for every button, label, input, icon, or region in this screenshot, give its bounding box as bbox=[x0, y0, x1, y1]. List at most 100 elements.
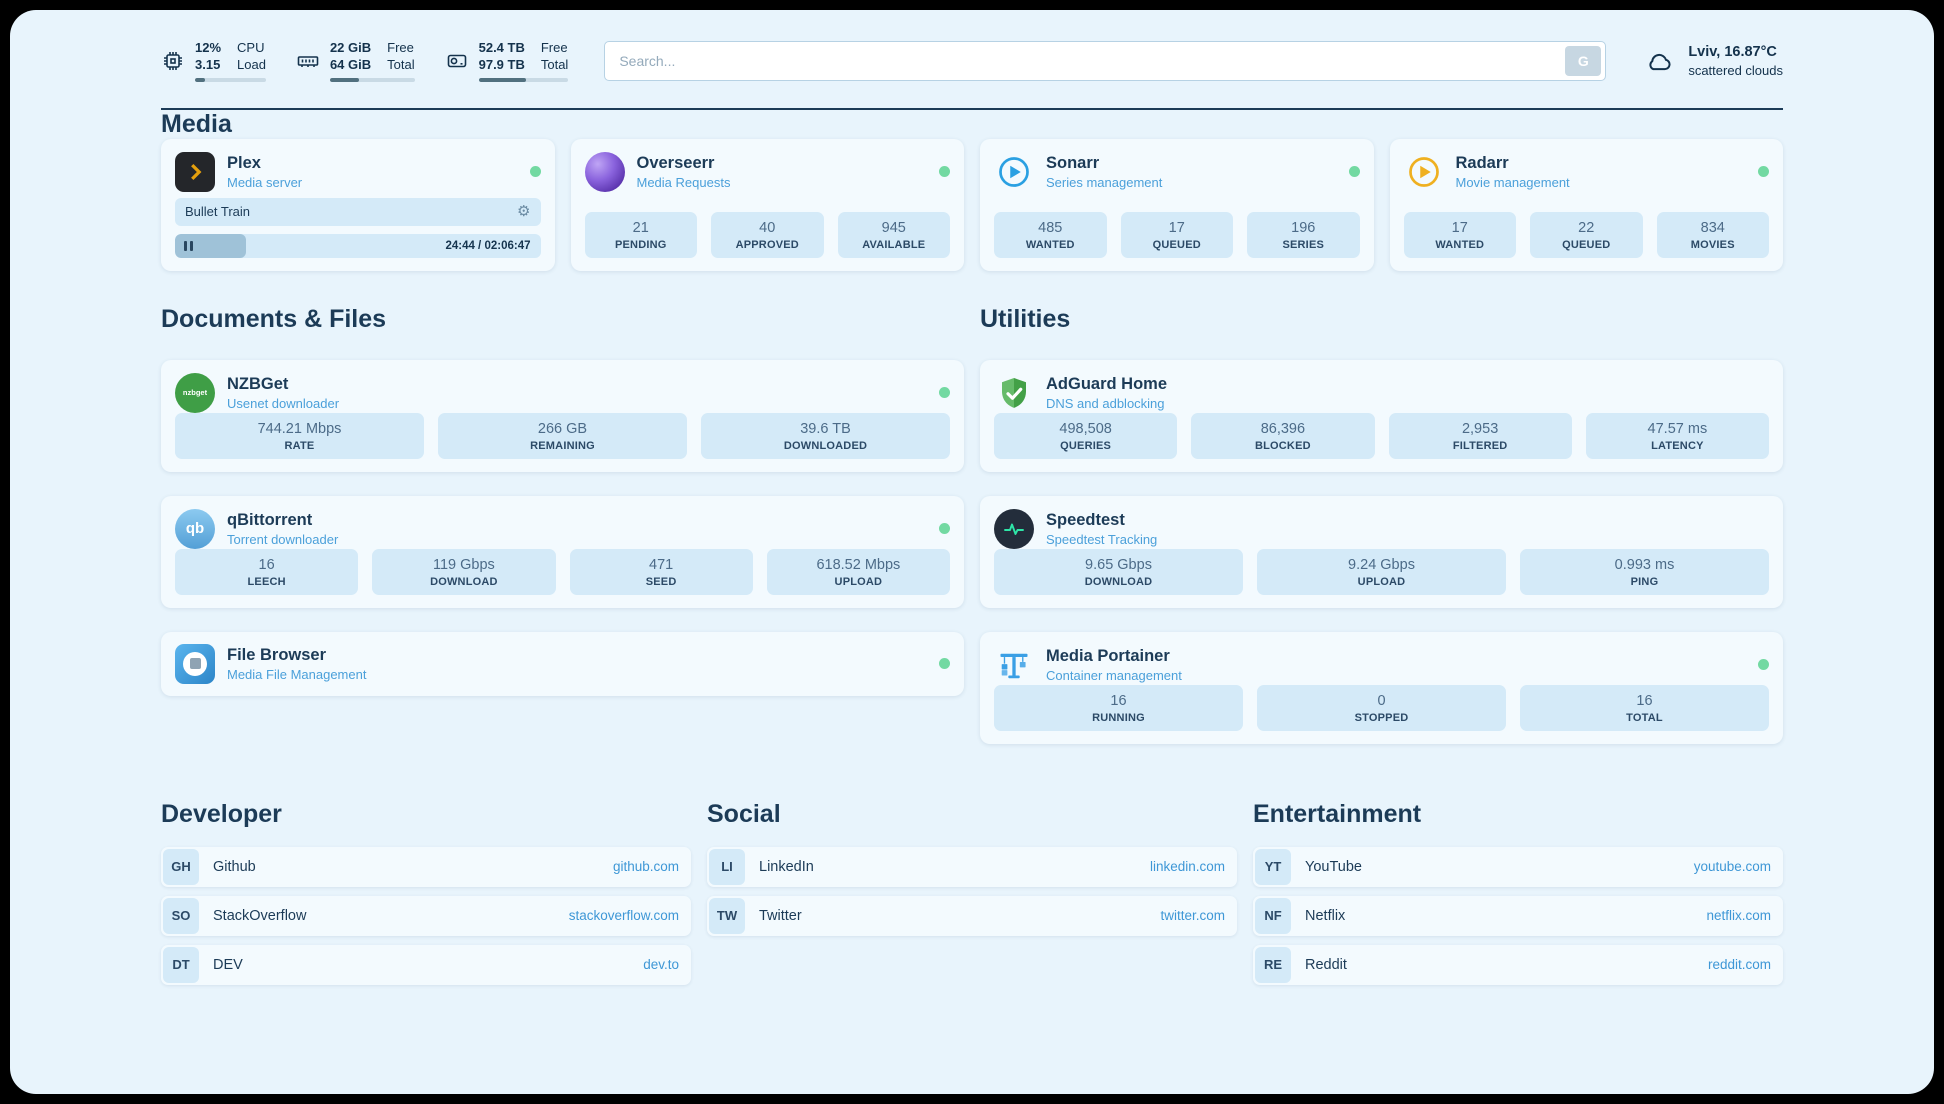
link-row-github[interactable]: GH Github github.com bbox=[161, 846, 691, 887]
stat-label: DOWNLOAD bbox=[1084, 575, 1153, 588]
app-card-radarr[interactable]: Radarr Movie management 17 WANTED 22 QUE… bbox=[1389, 138, 1783, 271]
app-name: Media Portainer bbox=[1046, 646, 1170, 665]
stat-tile: 0.993 ms PING bbox=[1520, 548, 1769, 595]
stat-label: DOWNLOAD bbox=[430, 575, 498, 588]
storage-free-label: Free bbox=[540, 40, 568, 55]
app-name: File Browser bbox=[227, 645, 327, 664]
app-card-nzbget[interactable]: nzbget NZBGet Usenet downloader 744.21 M… bbox=[161, 359, 964, 472]
link-url: dev.to bbox=[643, 957, 679, 972]
dashboard-page: 12% CPU 3.15 Load 22 bbox=[10, 10, 1934, 1094]
weather-widget: Lviv, 16.87°C scattered clouds bbox=[1640, 42, 1783, 80]
stat-label: QUEUED bbox=[1152, 238, 1201, 251]
app-name: Sonarr bbox=[1046, 153, 1100, 172]
status-dot bbox=[1758, 659, 1769, 670]
app-card-sonarr[interactable]: Sonarr Series management 485 WANTED 17 Q… bbox=[980, 138, 1374, 271]
stat-label: BLOCKED bbox=[1254, 439, 1311, 452]
app-card-portainer[interactable]: Media Portainer Container management 16 … bbox=[980, 631, 1783, 744]
app-card-speedtest[interactable]: Speedtest Speedtest Tracking 9.65 Gbps D… bbox=[980, 495, 1783, 608]
gear-icon[interactable]: ⚙ bbox=[517, 202, 531, 220]
link-label: Twitter bbox=[759, 907, 802, 924]
now-playing-row: Bullet Train ⚙ bbox=[175, 197, 541, 226]
app-card-plex[interactable]: Plex Media server Bullet Train ⚙ 24:44 /… bbox=[161, 138, 555, 271]
link-label: YouTube bbox=[1305, 858, 1362, 875]
cpu-usage-value: 12% bbox=[195, 40, 222, 55]
stat-label: SEED bbox=[645, 575, 677, 588]
stat-value: 40 bbox=[759, 219, 776, 236]
stat-tile: 2,953 FILTERED bbox=[1388, 412, 1572, 459]
link-row-netflix[interactable]: NF Netflix netflix.com bbox=[1253, 895, 1783, 936]
stat-label: STOPPED bbox=[1354, 711, 1409, 724]
link-row-stackoverflow[interactable]: SO StackOverflow stackoverflow.com bbox=[161, 895, 691, 936]
link-row-twitter[interactable]: TW Twitter twitter.com bbox=[707, 895, 1237, 936]
link-label: LinkedIn bbox=[759, 858, 814, 875]
app-card-filebrowser[interactable]: File Browser Media File Management bbox=[161, 631, 964, 696]
storage-icon bbox=[445, 49, 469, 73]
stat-label: UPLOAD bbox=[834, 575, 883, 588]
link-abbr: GH bbox=[163, 848, 199, 885]
entertainment-section: Entertainment YT YouTube youtube.com NF … bbox=[1253, 800, 1783, 985]
memory-total-label: Total bbox=[387, 57, 415, 73]
cpu-monitor: 12% CPU 3.15 Load bbox=[161, 40, 266, 82]
overseerr-icon bbox=[584, 151, 625, 192]
app-name: AdGuard Home bbox=[1046, 374, 1168, 393]
stat-value: 47.57 ms bbox=[1647, 420, 1708, 437]
link-row-dev[interactable]: DT DEV dev.to bbox=[161, 944, 691, 985]
pause-icon[interactable] bbox=[184, 240, 193, 251]
app-subtitle: Media File Management bbox=[227, 666, 367, 682]
stat-tile: 618.52 Mbps UPLOAD bbox=[766, 548, 950, 595]
link-label: DEV bbox=[213, 956, 243, 973]
stat-label: APPROVED bbox=[735, 238, 799, 251]
status-dot bbox=[939, 166, 950, 177]
link-row-reddit[interactable]: RE Reddit reddit.com bbox=[1253, 944, 1783, 985]
stat-value: 0.993 ms bbox=[1614, 556, 1675, 573]
speedtest-icon bbox=[994, 508, 1034, 549]
stat-label: WANTED bbox=[1025, 238, 1075, 251]
stat-value: 119 Gbps bbox=[432, 556, 495, 573]
now-playing-progress-bar[interactable]: 24:44 / 02:06:47 bbox=[175, 233, 541, 258]
cpu-usage-label: CPU bbox=[237, 40, 265, 55]
status-dot bbox=[1758, 166, 1769, 177]
storage-progress-bar bbox=[478, 77, 569, 82]
stat-tile: 266 GB REMAINING bbox=[438, 412, 687, 459]
link-label: StackOverflow bbox=[213, 907, 307, 924]
app-card-adguard[interactable]: AdGuard Home DNS and adblocking 498,508 … bbox=[980, 359, 1783, 472]
link-abbr: TW bbox=[709, 897, 745, 934]
radarr-icon bbox=[1404, 152, 1444, 192]
app-name: NZBGet bbox=[227, 374, 289, 393]
nzbget-icon-text: nzbget bbox=[182, 388, 208, 397]
search-input[interactable] bbox=[604, 40, 1607, 81]
link-abbr: RE bbox=[1255, 946, 1291, 983]
stat-tile: 119 Gbps DOWNLOAD bbox=[372, 548, 556, 595]
portainer-icon bbox=[994, 645, 1034, 685]
stat-tile: 47.57 ms LATENCY bbox=[1585, 412, 1769, 459]
status-dot bbox=[939, 523, 950, 534]
plex-icon bbox=[175, 151, 215, 192]
app-card-qbittorrent[interactable]: qb qBittorrent Torrent downloader 16 LEE… bbox=[161, 495, 964, 608]
storage-total-label: Total bbox=[540, 57, 569, 73]
stat-tile: 498,508 QUERIES bbox=[994, 412, 1178, 459]
stat-value: 16 bbox=[258, 556, 275, 573]
search-engine-button[interactable]: G bbox=[1565, 45, 1602, 76]
stat-value: 16 bbox=[1636, 692, 1653, 709]
stat-tile: 9.65 Gbps DOWNLOAD bbox=[994, 548, 1243, 595]
stat-tile: 834 MOVIES bbox=[1656, 211, 1769, 258]
cpu-load-label: Load bbox=[237, 57, 266, 73]
stat-tile: 9.24 Gbps UPLOAD bbox=[1257, 548, 1506, 595]
stat-label: WANTED bbox=[1435, 238, 1485, 251]
adguard-icon bbox=[994, 373, 1034, 413]
link-row-linkedin[interactable]: LI LinkedIn linkedin.com bbox=[707, 846, 1237, 887]
cpu-load-value: 3.15 bbox=[195, 57, 221, 73]
documents-column: Documents & Files nzbget NZBGet Usenet d… bbox=[161, 305, 964, 696]
stat-tile: 471 SEED bbox=[569, 548, 753, 595]
link-row-youtube[interactable]: YT YouTube youtube.com bbox=[1253, 846, 1783, 887]
stat-tile: 485 WANTED bbox=[994, 211, 1107, 258]
app-card-overseerr[interactable]: Overseerr Media Requests 21 PENDING 40 A… bbox=[570, 138, 964, 271]
app-subtitle: Speedtest Tracking bbox=[1046, 531, 1158, 547]
storage-monitor: 52.4 TB Free 97.9 TB Total bbox=[445, 40, 569, 82]
section-title-media: Media bbox=[161, 109, 232, 138]
app-subtitle: Movie management bbox=[1455, 174, 1570, 190]
stat-value: 9.24 Gbps bbox=[1348, 556, 1415, 573]
stat-label: PENDING bbox=[614, 238, 667, 251]
stat-label: FILTERED bbox=[1452, 439, 1508, 452]
progress-fill bbox=[175, 233, 247, 258]
